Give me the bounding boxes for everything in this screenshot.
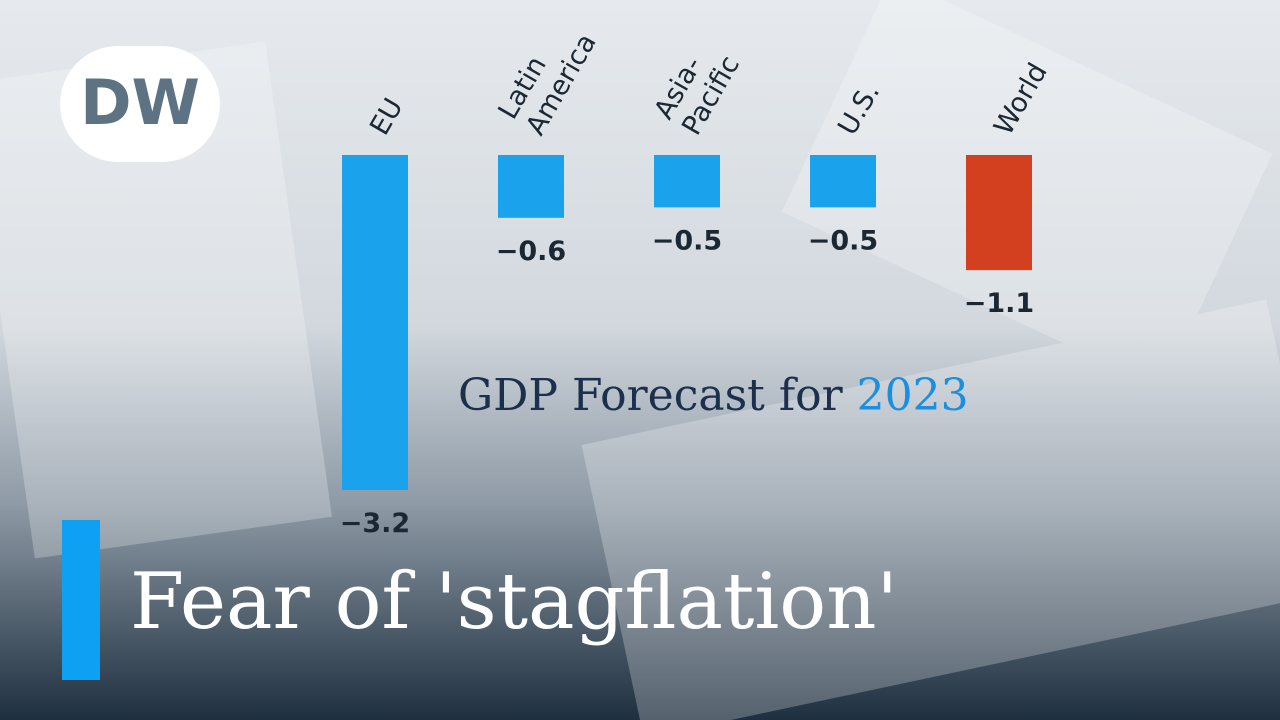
chart-title: GDP Forecast for 2023 xyxy=(458,370,969,421)
bar xyxy=(342,155,408,490)
bar xyxy=(810,155,876,208)
headline: Fear of 'stagflation' xyxy=(130,557,898,647)
value-label: −3.2 xyxy=(340,508,410,539)
headline-accent xyxy=(62,520,100,680)
value-label: −0.5 xyxy=(808,225,878,256)
value-label: −1.1 xyxy=(964,288,1034,319)
bar xyxy=(966,155,1032,271)
value-label: −0.5 xyxy=(652,225,722,256)
bar xyxy=(654,155,720,208)
logo-badge xyxy=(60,46,220,162)
logo: DW xyxy=(80,66,200,139)
value-label: −0.6 xyxy=(496,236,566,267)
bar xyxy=(498,155,564,218)
